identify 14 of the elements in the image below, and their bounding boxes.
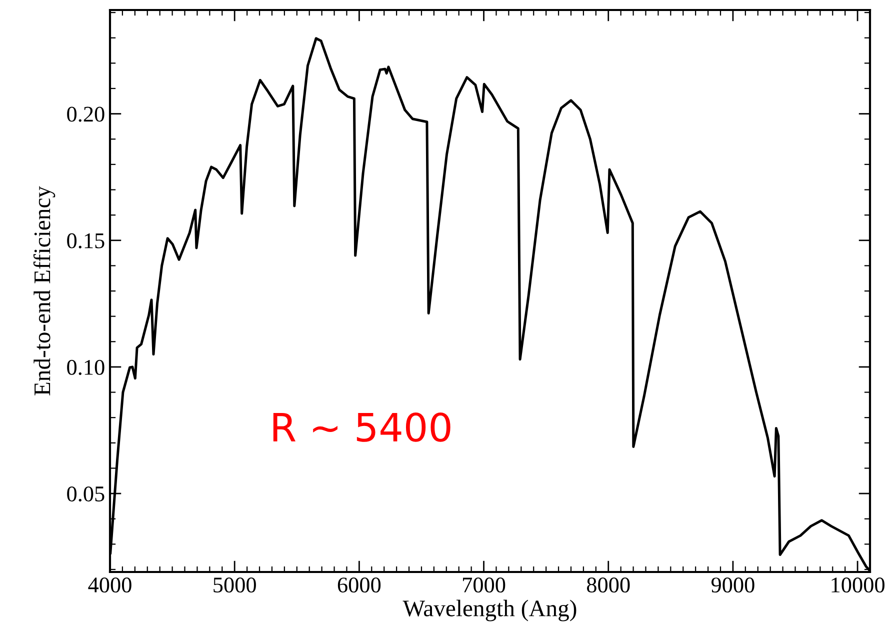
y-tick-label: 0.10 bbox=[67, 360, 104, 375]
x-tick-label: 7000 bbox=[463, 578, 506, 592]
x-tick-label: 9000 bbox=[711, 578, 754, 592]
x-axis-title: Wavelength (Ang) bbox=[402, 600, 576, 622]
y-axis-title: End-to-end Efficiency bbox=[33, 186, 56, 396]
y-tick-label: 0.05 bbox=[67, 486, 104, 502]
x-tick-label: 4000 bbox=[88, 578, 132, 592]
x-tick-label: 5000 bbox=[214, 578, 256, 592]
x-tick-label: 8000 bbox=[586, 578, 630, 592]
x-tick-label: 10000 bbox=[832, 578, 884, 592]
y-tick-label: 0.15 bbox=[67, 233, 104, 248]
annotation: R ~ 5400 bbox=[273, 412, 450, 442]
x-tick-label: 6000 bbox=[338, 578, 381, 592]
y-tick-label: 0.20 bbox=[67, 106, 104, 122]
